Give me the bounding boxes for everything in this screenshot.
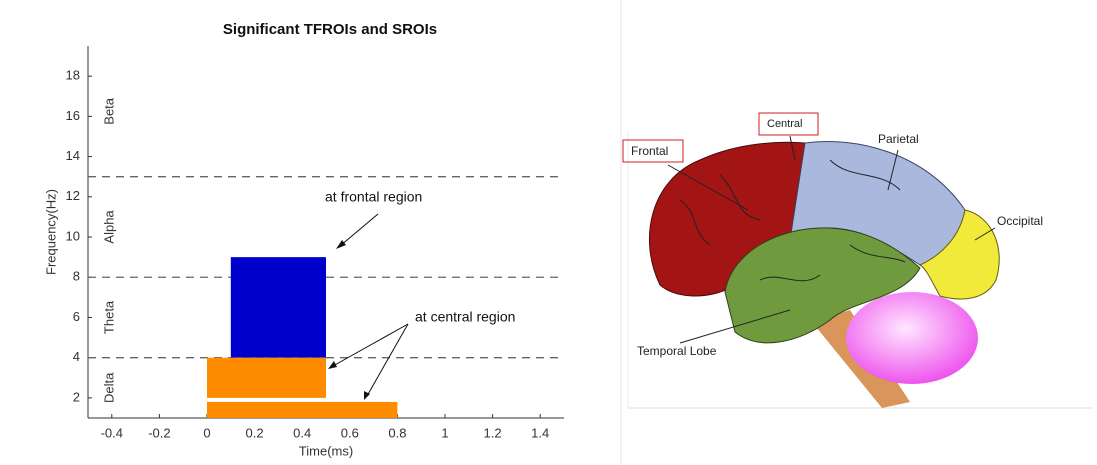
x-tick-label: 0.8 [388,425,406,440]
y-tick-label: 10 [66,228,80,243]
y-tick-label: 2 [73,389,80,404]
x-tick-label: -0.4 [101,425,123,440]
brain-label: Central [767,118,802,130]
chart-title: Significant TFROIs and SROIs [223,21,437,38]
x-axis-label: Time(ms) [299,443,353,458]
y-tick-label: 14 [66,148,80,163]
x-tick-label: 0.4 [293,425,311,440]
brain-label: Occipital [997,214,1043,228]
y-tick-label: 16 [66,108,80,123]
plot: 2 4 6 8 10 12 14 16 18 -0.4 -0.2 0 0.2 0.4 0.6 0.8 1 1.2 1… [66,46,564,440]
arrow [340,214,378,246]
brain-label: Frontal [631,144,668,158]
band-label: Theta [101,300,116,334]
arrow-head [328,361,337,369]
region [207,358,326,398]
arrow-head [336,240,346,249]
band-label: Alpha [101,210,116,244]
x-tick-label: 0 [203,425,210,440]
annotation: at central region [415,309,515,325]
band-label: Delta [101,372,116,403]
x-tick-label: 1.4 [531,425,549,440]
figure: Significant TFROIs and SROIs Time(ms) Fr… [0,0,1097,465]
y-tick-label: 18 [66,68,80,83]
arrow [333,324,408,366]
y-tick-label: 4 [73,349,80,364]
x-tick-label: -0.2 [148,425,170,440]
x-tick-label: 0.6 [341,425,359,440]
cerebellum [846,292,978,384]
annotation: at frontal region [325,189,422,205]
x-tick-label: 1 [441,425,448,440]
arrow [367,324,408,396]
y-tick-label: 12 [66,188,80,203]
region [207,402,397,418]
brain-label: Parietal [878,132,919,146]
y-tick-label: 8 [73,269,80,284]
brain-diagram: Frontal Central Parietal Occipital Tempo… [623,113,1092,408]
band-label: Beta [101,97,116,125]
region [231,257,326,358]
x-tick-label: 0.2 [246,425,264,440]
x-tick-label: 1.2 [484,425,502,440]
y-tick-label: 6 [73,309,80,324]
y-axis-label: Frequency(Hz) [43,189,58,275]
brain-label: Temporal Lobe [637,344,717,358]
